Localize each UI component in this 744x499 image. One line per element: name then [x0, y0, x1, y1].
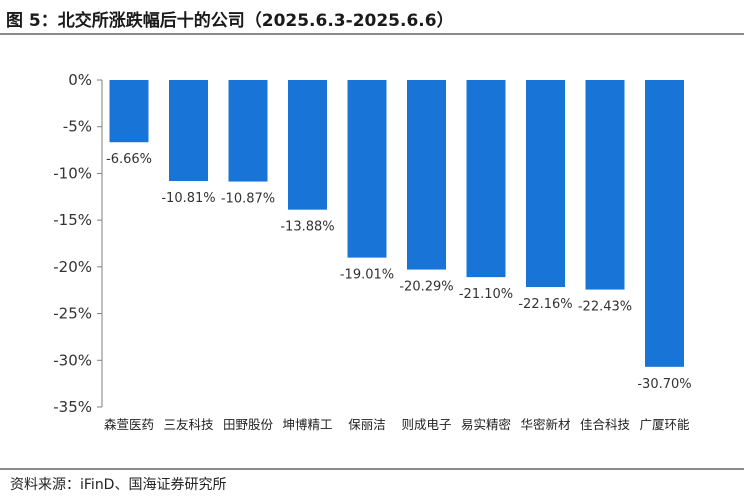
data-label: -10.87%	[221, 192, 275, 207]
data-labels: -6.66% -10.81% -10.87% -13.88% -19.01% -20.29…	[106, 152, 692, 392]
bar	[347, 80, 387, 258]
bar	[407, 80, 446, 270]
top-divider	[0, 33, 744, 35]
data-label: -22.43%	[578, 300, 632, 315]
category-label: 坤博精工	[282, 417, 332, 432]
bar	[228, 80, 268, 182]
y-tick-label: -5%	[63, 118, 92, 136]
bar-series	[109, 80, 684, 367]
data-label: -21.10%	[459, 287, 513, 302]
y-tick-label: 0%	[68, 71, 92, 89]
category-label: 易实精密	[461, 417, 511, 432]
category-label: 则成电子	[401, 417, 451, 432]
category-label: 广厦环能	[639, 417, 690, 432]
bar	[466, 80, 506, 278]
y-tick-label: -10%	[53, 164, 92, 182]
bar	[169, 80, 208, 181]
category-label: 田野股份	[223, 417, 274, 432]
y-axis: 0% -5% -10% -15% -20% -25% -30% -35%	[53, 71, 103, 416]
y-tick-label: -20%	[53, 258, 92, 276]
data-label: -10.81%	[161, 191, 215, 206]
category-label: 三友科技	[163, 417, 214, 432]
bar	[526, 80, 565, 288]
bar	[288, 80, 327, 210]
category-label: 佳合科技	[580, 417, 631, 432]
data-label: -13.88%	[280, 220, 334, 235]
bar-chart: 0% -5% -10% -15% -20% -25% -30% -35% -6.66% -10.…	[53, 71, 692, 432]
bar	[585, 80, 625, 290]
bar	[109, 80, 149, 143]
data-label: -6.66%	[106, 152, 152, 167]
data-label: -30.70%	[637, 377, 691, 392]
category-label: 华密新材	[520, 417, 570, 432]
data-label: -20.29%	[399, 280, 453, 295]
category-label: 保丽洁	[348, 417, 386, 432]
data-label: -22.16%	[518, 297, 572, 312]
category-labels: 森萱医药 三友科技 田野股份 坤博精工 保丽洁 则成电子 易实精密 华密新材 佳合科技 广厦环能	[104, 417, 690, 432]
category-label: 森萱医药	[104, 417, 154, 432]
y-tick-label: -25%	[53, 305, 92, 323]
y-tick-label: -35%	[53, 398, 92, 416]
data-label: -19.01%	[340, 268, 394, 283]
bottom-divider	[0, 468, 744, 470]
figure-title: 图 5：北交所涨跌幅后十的公司（2025.6.3-2025.6.6）	[6, 11, 454, 31]
y-tick-label: -15%	[53, 211, 92, 229]
y-tick-label: -30%	[53, 351, 92, 369]
source-note: 资料来源：iFinD、国海证券研究所	[10, 477, 227, 493]
bar	[645, 80, 684, 367]
